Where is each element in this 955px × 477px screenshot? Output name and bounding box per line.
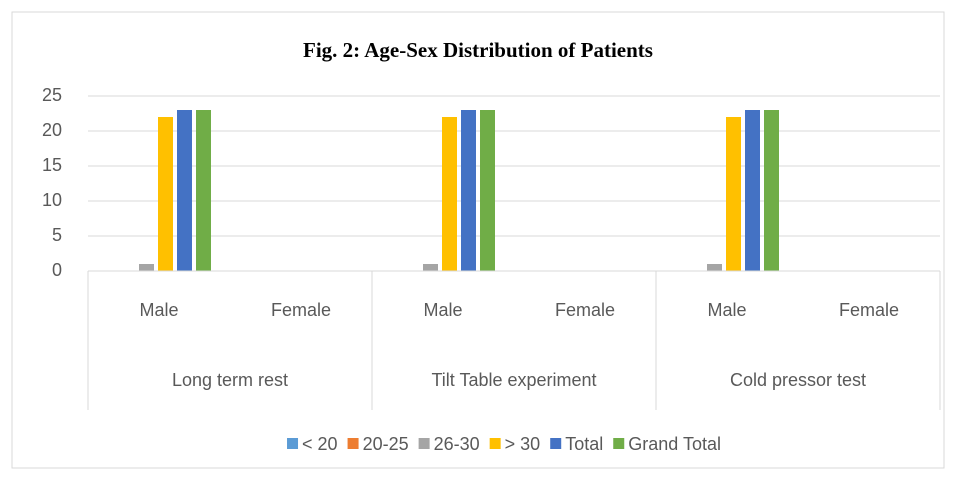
bar <box>177 110 192 271</box>
x-tick-label: Female <box>271 300 331 320</box>
bar <box>726 117 741 271</box>
x-tick-label: Male <box>707 300 746 320</box>
legend-swatch <box>550 438 562 449</box>
legend-label: 26-30 <box>434 434 480 454</box>
group-label: Long term rest <box>172 370 288 390</box>
chart-border <box>11 11 945 469</box>
y-tick-label: 15 <box>42 155 62 175</box>
bar <box>442 117 457 271</box>
legend-swatch <box>489 438 501 449</box>
bar <box>158 117 173 271</box>
y-tick-label: 5 <box>52 225 62 245</box>
y-tick-label: 10 <box>42 190 62 210</box>
bar <box>764 110 779 271</box>
legend-label: Grand Total <box>628 434 721 454</box>
x-tick-label: Female <box>839 300 899 320</box>
chart-title: Fig. 2: Age-Sex Distribution of Patients <box>303 38 653 62</box>
y-tick-label: 25 <box>42 85 62 105</box>
bar <box>196 110 211 271</box>
x-tick-label: Female <box>555 300 615 320</box>
legend-label: 20-25 <box>363 434 409 454</box>
legend-swatch <box>613 438 625 449</box>
legend-swatch <box>418 438 430 449</box>
legend-label: < 20 <box>302 434 338 454</box>
legend-label: Total <box>565 434 603 454</box>
group-label: Tilt Table experiment <box>431 370 596 390</box>
y-tick-label: 20 <box>42 120 62 140</box>
bar <box>139 264 154 271</box>
bar <box>423 264 438 271</box>
x-tick-label: Male <box>423 300 462 320</box>
legend-swatch <box>347 438 359 449</box>
x-tick-label: Male <box>139 300 178 320</box>
bar <box>480 110 495 271</box>
legend-swatch <box>287 438 299 449</box>
bar <box>745 110 760 271</box>
legend-label: > 30 <box>505 434 541 454</box>
bar <box>461 110 476 271</box>
bar <box>707 264 722 271</box>
y-tick-label: 0 <box>52 260 62 280</box>
group-label: Cold pressor test <box>730 370 866 390</box>
